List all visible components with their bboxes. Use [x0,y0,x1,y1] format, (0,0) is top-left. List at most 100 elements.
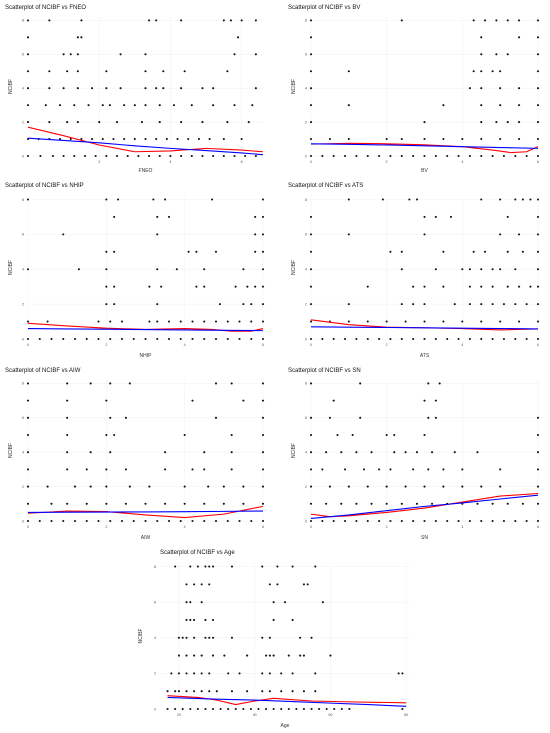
data-point [366,320,369,323]
data-point [109,519,112,523]
data-point [480,87,483,90]
data-point [201,121,204,124]
data-point [66,416,69,419]
y-tick-label: 8 [22,19,24,23]
data-point [268,672,271,675]
y-axis-label: NCIBF [138,629,144,644]
data-point [427,416,430,419]
data-point [261,485,265,488]
data-point [251,104,254,107]
data-point [62,233,65,236]
data-point [521,198,524,201]
data-point [242,485,245,488]
data-point [299,636,302,639]
data-point [66,502,69,505]
data-point [408,198,411,201]
data-point [309,36,313,39]
data-point [26,399,30,402]
data-point [423,519,426,523]
data-point [453,451,456,454]
data-point [226,337,229,341]
data-point [234,285,237,288]
data-point [254,87,257,90]
data-point [85,337,88,341]
data-point [191,519,194,523]
data-point [309,433,313,437]
data-point [58,104,62,107]
data-point [193,583,196,586]
data-point [246,285,249,288]
data-point [261,337,265,341]
data-point [50,519,53,523]
data-point [355,337,358,341]
data-point [404,485,407,488]
data-point [105,87,108,90]
data-point [185,618,188,622]
data-point [242,399,245,402]
data-point [137,154,140,158]
data-point [385,137,388,141]
data-point [156,215,159,218]
data-point [401,672,404,675]
data-point [359,416,362,419]
data-point [250,320,253,323]
x-tick-label: 60 [328,713,332,717]
data-point [223,654,226,657]
x-axis-label: ATS [420,353,430,359]
data-point [211,618,215,622]
data-point [415,198,418,201]
data-point [190,104,193,107]
data-point [160,285,163,288]
data-point [332,337,335,341]
data-point [355,451,358,454]
data-point [261,285,265,288]
data-point [283,601,287,604]
data-point [200,672,203,675]
y-tick-label: 6 [22,53,24,57]
data-point [152,198,155,201]
data-point [144,502,147,505]
data-point [272,601,275,604]
data-point [203,337,206,341]
data-point [491,70,494,73]
data-point [480,154,483,158]
data-point [502,519,505,523]
data-point [434,268,437,271]
data-point [185,690,188,693]
y-tick-label: 6 [22,416,24,420]
data-point [389,154,392,158]
data-point [480,53,483,56]
data-point [203,320,206,323]
data-point [230,451,233,454]
data-point [230,382,233,385]
data-point [536,104,540,107]
data-point [442,320,445,323]
chart-svg: 0 2 4 6 8 0 2 4 6 Scatterplot of NCIBF vs BV BV NCI… [288,5,540,174]
data-point [115,154,119,158]
data-point [261,198,265,201]
data-point [309,104,313,107]
data-point [434,399,437,402]
data-point [128,382,131,385]
data-point [26,468,30,471]
smooth-fit-line [167,695,407,706]
data-point [506,250,509,253]
data-point [397,672,400,675]
data-point [499,87,502,90]
data-point [144,104,147,107]
data-point [461,268,464,271]
data-point [309,337,313,341]
data-point [73,154,76,158]
data-point [491,519,494,523]
data-point [73,104,76,107]
data-point [177,672,180,675]
x-tick-label: 6 [262,343,264,347]
data-point [112,137,115,141]
data-point [230,636,234,639]
data-point [412,285,415,288]
data-point [415,451,418,454]
data-point [113,285,116,288]
data-point [434,519,437,523]
data-point [491,337,494,341]
data-point [185,583,188,586]
